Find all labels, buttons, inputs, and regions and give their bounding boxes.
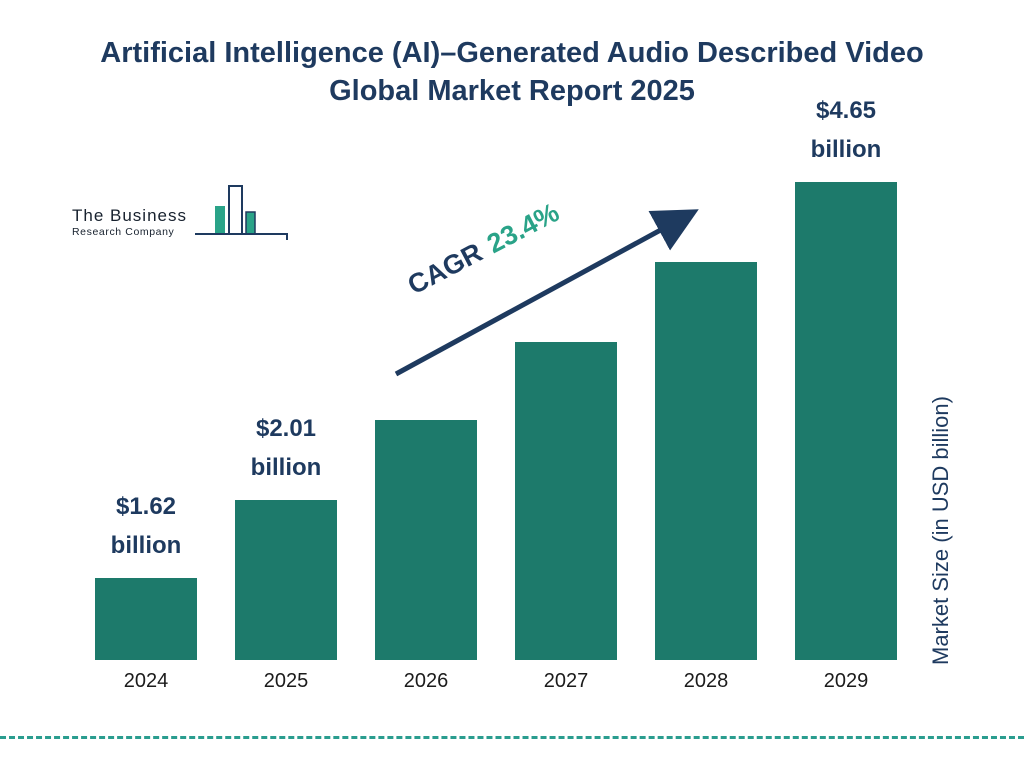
bar-value-amount: $4.65 — [815, 96, 877, 124]
logo-line2: Research Company — [72, 226, 175, 238]
bar-2025 — [235, 500, 337, 660]
bar-cell-2026: 2026 — [375, 408, 477, 692]
x-tick-2028: 2028 — [683, 670, 729, 692]
bar-value-unit: billion — [810, 136, 882, 164]
bar-cell-2027: 2027 — [515, 330, 617, 692]
bar-2029 — [795, 182, 897, 660]
page-title: Artificial Intelligence (AI)–Generated A… — [100, 37, 924, 108]
bar-2027 — [515, 342, 617, 660]
x-tick-2027: 2027 — [543, 670, 589, 692]
x-tick-2029: 2029 — [823, 670, 869, 692]
company-logo: The Business Research Company — [72, 182, 289, 242]
bar-cell-2024: $1.62 billion 2024 — [95, 487, 197, 692]
bar-cell-2029: $4.65 billion 2029 — [795, 91, 897, 692]
bar-2024 — [95, 578, 197, 660]
bar-2026 — [375, 420, 477, 660]
logo-text: The Business Research Company — [72, 206, 187, 242]
logo-line1: The Business — [72, 206, 187, 225]
bar-value-unit: billion — [110, 532, 182, 560]
bar-value-label: $2.01 billion — [251, 409, 322, 488]
bar-2028 — [655, 262, 757, 660]
bar-value-label: $1.62 billion — [111, 487, 182, 566]
bar-value-unit: billion — [250, 454, 322, 482]
bottom-divider — [0, 736, 1024, 739]
y-axis-label: Market Size (in USD billion) — [928, 396, 953, 665]
cagr-arrow-icon — [394, 209, 699, 377]
x-tick-2026: 2026 — [403, 670, 449, 692]
bar-cell-2025: $2.01 billion 2025 — [235, 409, 337, 692]
bar-chart: $1.62 billion 2024 $2.01 billion 2025 20… — [95, 97, 897, 692]
logo-bars-icon — [195, 185, 288, 240]
bar-value-amount: $1.62 — [115, 492, 177, 520]
x-tick-2025: 2025 — [263, 670, 309, 692]
x-tick-2024: 2024 — [123, 670, 169, 692]
bar-value-amount: $2.01 — [255, 414, 317, 442]
bar-cell-2028: 2028 — [655, 250, 757, 692]
bar-value-label: $4.65 billion — [811, 91, 882, 170]
